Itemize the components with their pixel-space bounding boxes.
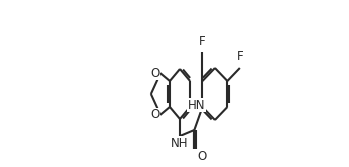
Text: F: F bbox=[199, 35, 206, 48]
Text: O: O bbox=[197, 150, 206, 163]
Text: O: O bbox=[150, 66, 159, 79]
Text: O: O bbox=[150, 109, 159, 122]
Text: F: F bbox=[237, 50, 243, 63]
Text: NH: NH bbox=[171, 137, 189, 150]
Text: HN: HN bbox=[188, 99, 205, 112]
